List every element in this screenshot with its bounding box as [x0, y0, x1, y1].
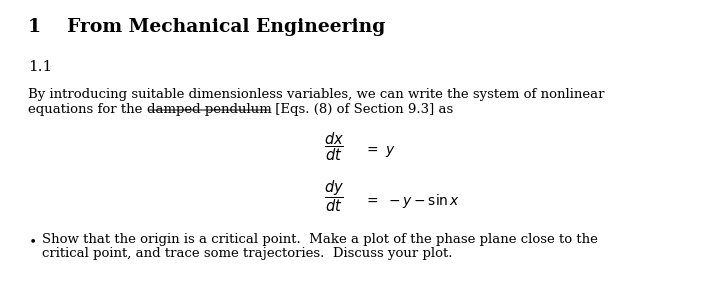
Text: 1.1: 1.1 — [28, 60, 52, 74]
Text: By introducing suitable dimensionless variables, we can write the system of nonl: By introducing suitable dimensionless va… — [28, 88, 605, 101]
Text: $\bullet$: $\bullet$ — [28, 233, 36, 246]
Text: damped pendulum: damped pendulum — [147, 103, 271, 116]
Text: $\dfrac{dx}{dt}$: $\dfrac{dx}{dt}$ — [324, 130, 344, 162]
Text: $=\ -y-\sin x$: $=\ -y-\sin x$ — [364, 192, 460, 210]
Text: [Eqs. (8) of Section 9.3] as: [Eqs. (8) of Section 9.3] as — [271, 103, 454, 116]
Text: $=\ y$: $=\ y$ — [364, 144, 396, 159]
Text: equations for the: equations for the — [28, 103, 147, 116]
Text: $\dfrac{dy}{dt}$: $\dfrac{dy}{dt}$ — [324, 178, 344, 214]
Text: 1    From Mechanical Engineering: 1 From Mechanical Engineering — [28, 18, 385, 36]
Text: Show that the origin is a critical point.  Make a plot of the phase plane close : Show that the origin is a critical point… — [42, 233, 598, 246]
Text: critical point, and trace some trajectories.  Discuss your plot.: critical point, and trace some trajector… — [42, 247, 452, 260]
